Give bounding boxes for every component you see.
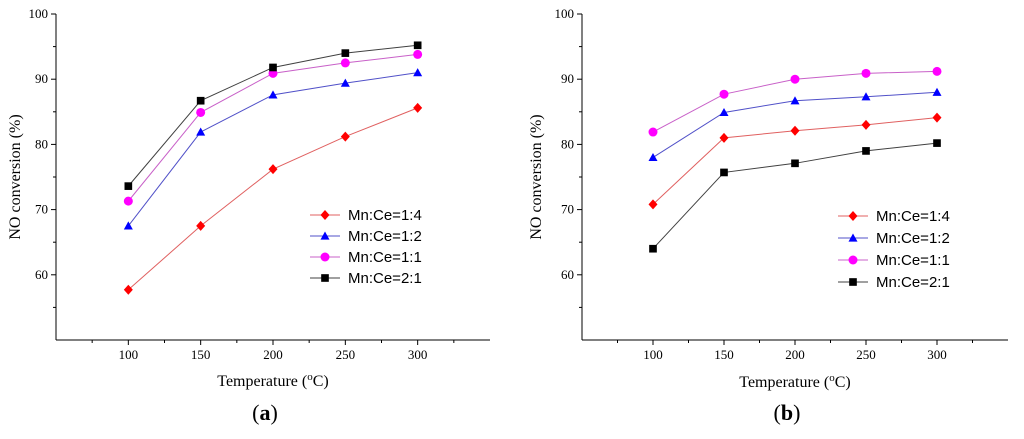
data-point (648, 127, 658, 137)
x-tick-label: 200 (785, 347, 805, 362)
x-axis-label: Temperature (oC) (217, 371, 328, 390)
x-tick-label: 150 (191, 347, 211, 362)
y-tick-label: 70 (35, 202, 48, 217)
y-tick-label: 70 (561, 202, 574, 217)
data-point (413, 68, 423, 77)
data-point (790, 74, 800, 84)
legend-marker (321, 274, 329, 282)
x-tick-label: 250 (856, 347, 876, 362)
data-point (932, 112, 942, 123)
legend-label: Mn:Ce=2:1 (348, 270, 422, 287)
legend-marker (320, 231, 330, 240)
panel-label-close: ) (271, 400, 278, 425)
data-point (196, 220, 206, 231)
data-point (862, 147, 870, 155)
y-axis-label: NO conversion (%) (7, 114, 24, 239)
data-point (861, 68, 871, 78)
data-point (790, 125, 800, 136)
y-tick-label: 60 (561, 267, 574, 282)
data-point (340, 78, 350, 87)
legend-label: Mn:Ce=1:2 (876, 230, 950, 247)
x-axis-label-suffix: C) (835, 374, 851, 391)
y-tick-label: 100 (555, 6, 575, 21)
panel-label-letter: b (781, 400, 793, 425)
x-axis-label-unit: o (829, 372, 835, 384)
data-point (648, 199, 658, 210)
legend-label: Mn:Ce=1:1 (348, 249, 422, 266)
data-point (648, 152, 658, 162)
panel-label-letter: a (260, 400, 271, 425)
y-tick-label: 80 (35, 136, 48, 151)
data-point (413, 49, 423, 59)
x-tick-label: 300 (927, 347, 947, 362)
y-tick-label: 60 (35, 267, 48, 282)
data-point (861, 119, 871, 130)
x-axis-label-unit: o (307, 371, 313, 383)
panel-label-close: ) (793, 400, 800, 425)
x-axis-label-text: Temperature ( (739, 374, 829, 391)
data-point (124, 182, 133, 190)
x-tick-label: 100 (119, 347, 139, 362)
legend-label: Mn:Ce=1:4 (348, 207, 422, 224)
legend-label: Mn:Ce=1:1 (876, 252, 950, 269)
panel-label-open: ( (774, 400, 781, 425)
x-tick-label: 300 (408, 347, 428, 362)
data-point (268, 164, 278, 175)
x-tick-label: 150 (714, 347, 734, 362)
x-axis-label-text: Temperature ( (217, 373, 307, 390)
y-axis-label: NO conversion (%) (528, 114, 545, 239)
legend-marker (320, 210, 330, 220)
data-point (123, 284, 133, 295)
data-point (341, 49, 350, 57)
data-point (790, 96, 800, 105)
chart-panel-a: 60 70 80 90 100 100 150 200 250 300 Temperature (o… (7, 6, 490, 425)
data-point (720, 168, 728, 177)
data-point (196, 107, 206, 117)
legend-marker (320, 252, 330, 262)
data-point (719, 107, 729, 117)
legend-marker (849, 278, 857, 286)
data-point (413, 102, 423, 113)
data-point (123, 196, 133, 206)
legend-marker (848, 211, 858, 221)
data-point (196, 127, 206, 136)
data-point (932, 66, 942, 76)
y-tick-label: 80 (561, 136, 574, 151)
panel-label: (a) (252, 400, 278, 425)
data-point (933, 139, 941, 147)
data-point (649, 244, 657, 253)
panel-label: (b) (774, 400, 801, 425)
legend-marker (848, 233, 858, 242)
data-point (791, 159, 799, 168)
data-point (719, 89, 729, 99)
x-tick-label: 100 (643, 347, 663, 362)
y-tick-label: 100 (29, 6, 49, 21)
data-point (340, 131, 350, 142)
x-axis-label: Temperature (oC) (739, 372, 850, 391)
chart-panel-b: 60 70 80 90 100 100 150 200 250 300 Temperature (o… (528, 6, 1008, 425)
data-point (268, 90, 278, 99)
y-tick-label: 90 (35, 71, 48, 86)
panel-label-open: ( (252, 400, 259, 425)
x-tick-label: 200 (263, 347, 283, 362)
data-point (196, 96, 205, 105)
data-point (340, 58, 350, 68)
data-point (269, 63, 277, 72)
legend: Mn:Ce=1:4 Mn:Ce=1:2 Mn:Ce=1:1 Mn:Ce=2:1 (310, 207, 422, 287)
legend-label: Mn:Ce=1:2 (348, 228, 422, 245)
legend-label: Mn:Ce=1:4 (876, 208, 950, 225)
x-axis-label-suffix: C) (313, 373, 329, 390)
legend-marker (848, 255, 858, 265)
data-point (719, 132, 729, 143)
legend-label: Mn:Ce=2:1 (876, 274, 950, 291)
legend: Mn:Ce=1:4 Mn:Ce=1:2 Mn:Ce=1:1 Mn:Ce=2:1 (838, 208, 950, 291)
y-tick-label: 90 (561, 71, 574, 86)
data-point (932, 87, 942, 96)
data-point (413, 41, 422, 50)
data-point (123, 221, 133, 230)
data-point (861, 92, 871, 101)
x-tick-label: 250 (336, 347, 356, 362)
